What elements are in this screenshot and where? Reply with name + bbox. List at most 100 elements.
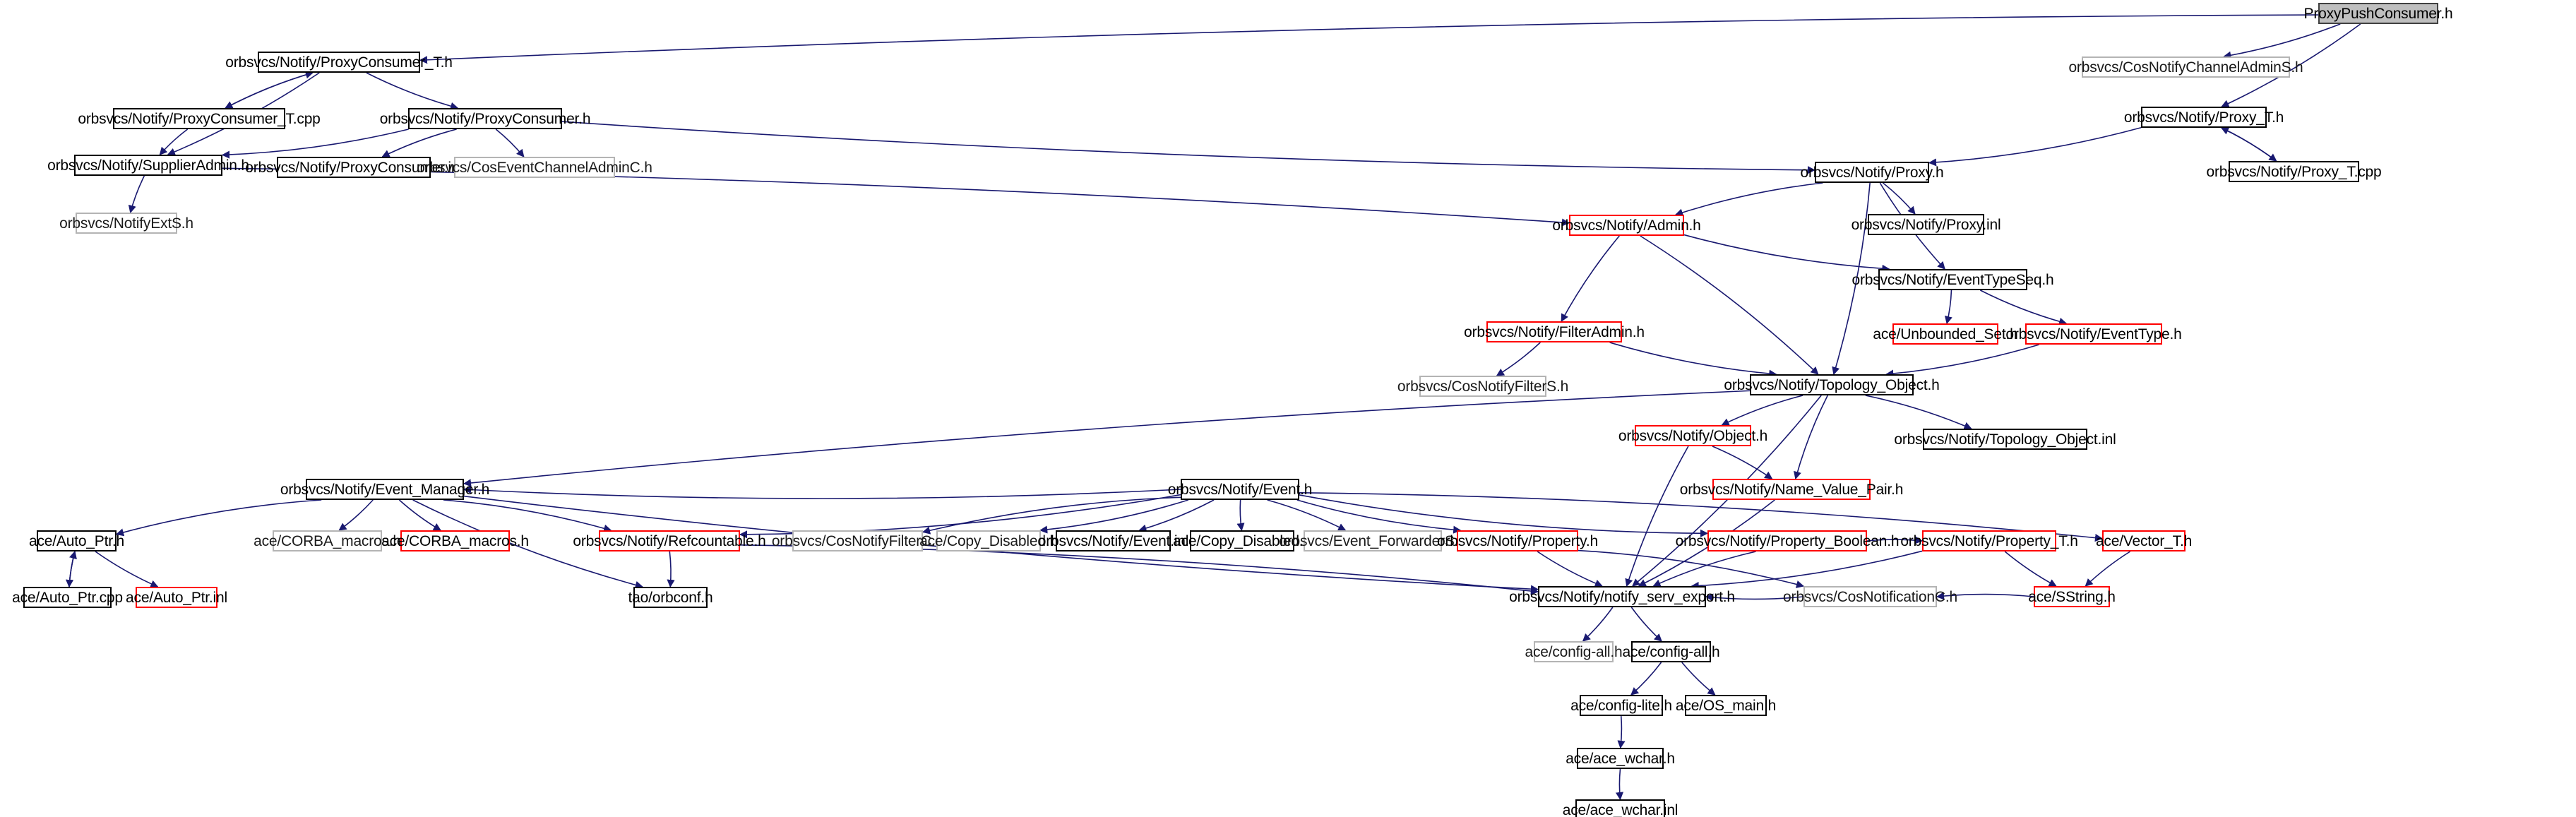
graph-edge xyxy=(1496,342,1541,376)
graph-edge xyxy=(159,129,189,155)
graph-node-unbounded_set[interactable]: ace/Unbounded_Set.h xyxy=(1873,323,2018,345)
graph-node-orbconf[interactable]: tao/orbconf.h xyxy=(628,587,713,608)
graph-node-pc_t_h[interactable]: orbsvcs/Notify/ProxyConsumer_T.h xyxy=(225,52,453,73)
graph-node-copy_disabled_b[interactable]: ace/Copy_Disabled.h xyxy=(1173,530,1311,551)
graph-edge xyxy=(381,129,457,157)
graph-edge xyxy=(1721,395,1803,426)
graph-node-copy_disabled_g[interactable]: ace/Copy_Disabled.h xyxy=(919,530,1058,551)
graph-node-cosnf_c[interactable]: orbsvcs/CosNotifyFilterC.h xyxy=(772,530,943,551)
graph-edge xyxy=(1652,551,1756,587)
graph-node-auto_ptr_inl[interactable]: ace/Auto_Ptr.inl xyxy=(126,587,227,608)
graph-node-name_value[interactable]: orbsvcs/Notify/Name_Value_Pair.h xyxy=(1680,479,1903,500)
graph-node-proxy_t_h[interactable]: orbsvcs/Notify/Proxy_T.h xyxy=(2124,107,2284,128)
graph-node-auto_ptr_h[interactable]: ace/Auto_Ptr.h xyxy=(29,530,124,551)
graph-node-ace_wchar_h[interactable]: ace/ace_wchar.h xyxy=(1566,748,1675,769)
graph-edge xyxy=(115,499,322,537)
graph-node-eventtype[interactable]: orbsvcs/Notify/EventType.h xyxy=(2005,323,2182,345)
graph-node-property_bool[interactable]: orbsvcs/Notify/Property_Boolean.h xyxy=(1676,530,1900,551)
graph-edge xyxy=(419,14,2319,64)
graph-node-config_lite[interactable]: ace/config-lite.h xyxy=(1570,695,1672,716)
graph-node-supplieradmin[interactable]: orbsvcs/Notify/SupplierAdmin.h xyxy=(47,155,249,176)
graph-node-config_all_g[interactable]: ace/config-all.h xyxy=(1525,641,1623,662)
graph-edge xyxy=(561,121,1816,174)
graph-node-event_manager[interactable]: orbsvcs/Notify/Event_Manager.h xyxy=(280,479,489,500)
graph-edge xyxy=(1944,290,1952,325)
graph-node-coseca_c[interactable]: orbsvcs/CosEventChannelAdminC.h xyxy=(417,157,652,178)
graph-edge xyxy=(1885,344,2039,378)
graph-edge xyxy=(398,499,442,531)
graph-edge xyxy=(1296,499,1462,534)
graph-edge xyxy=(2004,551,2057,587)
graph-node-cosnfs[interactable]: orbsvcs/CosNotifyFilterS.h xyxy=(1397,376,1568,397)
graph-edge xyxy=(1138,499,1215,532)
graph-edge xyxy=(1865,395,1972,430)
graph-edge xyxy=(1582,607,1614,642)
graph-node-property_t[interactable]: orbsvcs/Notify/Property_T.h xyxy=(1900,530,2078,551)
graph-node-vector_t[interactable]: ace/Vector_T.h xyxy=(2096,530,2192,551)
graph-node-event_h[interactable]: orbsvcs/Notify/Event.h xyxy=(1168,479,1312,500)
graph-edge xyxy=(1674,182,1823,217)
graph-node-eventtypeseq[interactable]: orbsvcs/Notify/EventTypeSeq.h xyxy=(1852,269,2054,290)
graph-edge xyxy=(1630,607,1662,642)
graph-edge xyxy=(1267,499,1347,531)
graph-node-object_h[interactable]: orbsvcs/Notify/Object.h xyxy=(1618,425,1767,446)
graph-edge xyxy=(2223,23,2341,59)
graph-node-pc_inl[interactable]: orbsvcs/Notify/ProxyConsumer.inl xyxy=(245,157,463,178)
graph-node-root[interactable]: ProxyPushConsumer.h xyxy=(2304,3,2453,24)
graph-node-sstring[interactable]: ace/SString.h xyxy=(2028,586,2116,607)
graph-node-event_inl[interactable]: orbsvcs/Notify/Event.inl xyxy=(1038,530,1188,551)
graph-edge xyxy=(1537,551,1603,588)
graph-node-property_h[interactable]: orbsvcs/Notify/Property.h xyxy=(1437,530,1598,551)
graph-edge xyxy=(443,499,612,532)
graph-edge xyxy=(739,494,1181,539)
graph-node-os_main[interactable]: ace/OS_main.h xyxy=(1676,695,1776,716)
graph-edge xyxy=(1617,715,1626,749)
graph-node-cosnotification[interactable]: orbsvcs/CosNotificationC.h xyxy=(1783,586,1957,607)
graph-edge xyxy=(1039,499,1189,534)
graph-edge xyxy=(128,175,145,214)
graph-edge xyxy=(463,390,1751,487)
graph-node-ace_wchar_inl[interactable]: ace/ace_wchar.inl xyxy=(1563,799,1678,817)
graph-edge xyxy=(1625,446,1689,588)
graph-node-admin_h[interactable]: orbsvcs/Notify/Admin.h xyxy=(1552,215,1701,236)
graph-node-event_fwd_s[interactable]: orbsvcs/Event_ForwarderS.h xyxy=(1279,530,1467,551)
graph-edge xyxy=(922,496,1181,535)
graph-edge xyxy=(1883,182,1916,215)
graph-edge xyxy=(1630,662,1662,696)
graph-node-auto_ptr_cpp[interactable]: ace/Auto_Ptr.cpp xyxy=(12,587,123,608)
graph-node-proxy_inl[interactable]: orbsvcs/Notify/Proxy.inl xyxy=(1852,214,2001,235)
graph-edge xyxy=(667,551,675,588)
graph-edge xyxy=(1979,290,2068,326)
graph-edge xyxy=(1928,126,2142,167)
graph-edge xyxy=(1578,549,1805,588)
graph-edge xyxy=(95,551,159,588)
graph-edge xyxy=(1681,662,1716,696)
graph-node-refcountable[interactable]: orbsvcs/Notify/Refcountable.h xyxy=(573,530,766,551)
graph-edge xyxy=(1640,235,1819,375)
graph-node-cosnca_s[interactable]: orbsvcs/CosNotifyChannelAdminS.h xyxy=(2068,56,2303,78)
graph-edge xyxy=(68,550,77,588)
graph-node-proxy_t_cpp[interactable]: orbsvcs/Notify/Proxy_T.cpp xyxy=(2206,161,2382,182)
graph-edge xyxy=(1615,768,1624,801)
graph-node-proxy_h[interactable]: orbsvcs/Notify/Proxy.h xyxy=(1801,162,1944,183)
graph-node-notifyext_s[interactable]: orbsvcs/NotifyExtS.h xyxy=(59,213,193,234)
graph-node-corba_macros_r[interactable]: ace/CORBA_macros.h xyxy=(381,530,529,551)
graph-node-corba_macros_g[interactable]: ace/CORBA_macros.h xyxy=(254,530,401,551)
graph-node-pc_h[interactable]: orbsvcs/Notify/ProxyConsumer.h xyxy=(380,108,591,129)
graph-edge xyxy=(1236,499,1245,532)
graph-node-filteradmin[interactable]: orbsvcs/Notify/FilterAdmin.h xyxy=(1464,321,1645,342)
graph-edge xyxy=(2220,127,2277,162)
graph-edge xyxy=(1794,395,1828,480)
graph-node-config_all_b[interactable]: ace/config-all.h xyxy=(1622,641,1720,662)
graph-node-notify_export[interactable]: orbsvcs/Notify/notify_serv_export.h xyxy=(1509,586,1735,607)
graph-edge xyxy=(338,499,374,531)
graph-edge xyxy=(221,129,409,159)
graph-node-topology_inl[interactable]: orbsvcs/Notify/Topology_Object.inl xyxy=(1894,429,2116,450)
graph-node-topology_h[interactable]: orbsvcs/Notify/Topology_Object.h xyxy=(1724,374,1940,395)
graph-edge xyxy=(225,71,314,109)
graph-node-pc_t_cpp[interactable]: orbsvcs/Notify/ProxyConsumer_T.cpp xyxy=(78,108,321,129)
graph-edge xyxy=(225,72,314,109)
graph-edge xyxy=(1299,494,1709,537)
graph-edge xyxy=(366,72,459,110)
